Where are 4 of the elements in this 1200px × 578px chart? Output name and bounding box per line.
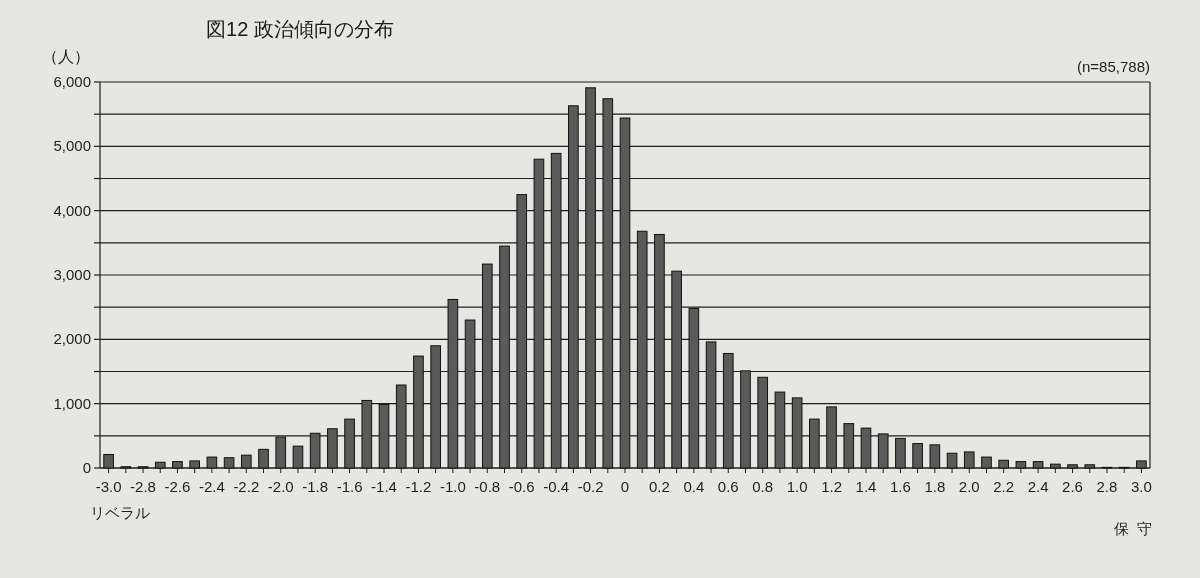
- annotation: リベラル: [90, 504, 150, 521]
- title: 図12 政治傾向の分布: [206, 18, 394, 40]
- annotation: (n=85,788): [1077, 58, 1150, 75]
- annotation: 保守: [1114, 520, 1160, 537]
